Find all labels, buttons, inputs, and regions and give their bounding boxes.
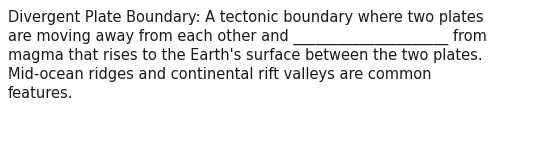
- Text: magma that rises to the Earth's surface between the two plates.: magma that rises to the Earth's surface …: [8, 48, 483, 63]
- Text: Divergent Plate Boundary: A tectonic boundary where two plates: Divergent Plate Boundary: A tectonic bou…: [8, 10, 484, 25]
- Text: Mid-ocean ridges and continental rift valleys are common: Mid-ocean ridges and continental rift va…: [8, 67, 431, 82]
- Text: are moving away from each other and _____________________ from: are moving away from each other and ____…: [8, 29, 487, 45]
- Text: features.: features.: [8, 86, 74, 101]
